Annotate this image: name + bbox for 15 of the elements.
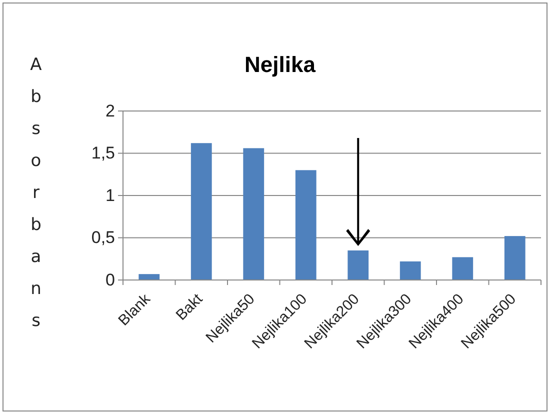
y-tick-label: 1 [106, 186, 115, 205]
bar [295, 170, 316, 280]
bar [400, 261, 421, 280]
y-tick-label: 0,5 [91, 228, 115, 248]
y-tick-label: 0 [106, 270, 115, 290]
text: Absorbans [30, 55, 42, 331]
bar [504, 236, 526, 280]
chart-title: Nejlika [244, 52, 316, 77]
bar [348, 250, 369, 280]
bar [452, 257, 474, 280]
bar [190, 143, 212, 280]
y-tick-label: 1,5 [91, 144, 115, 163]
bar [138, 274, 160, 280]
y-tick-label: 2 [106, 101, 115, 120]
bar [243, 148, 264, 280]
